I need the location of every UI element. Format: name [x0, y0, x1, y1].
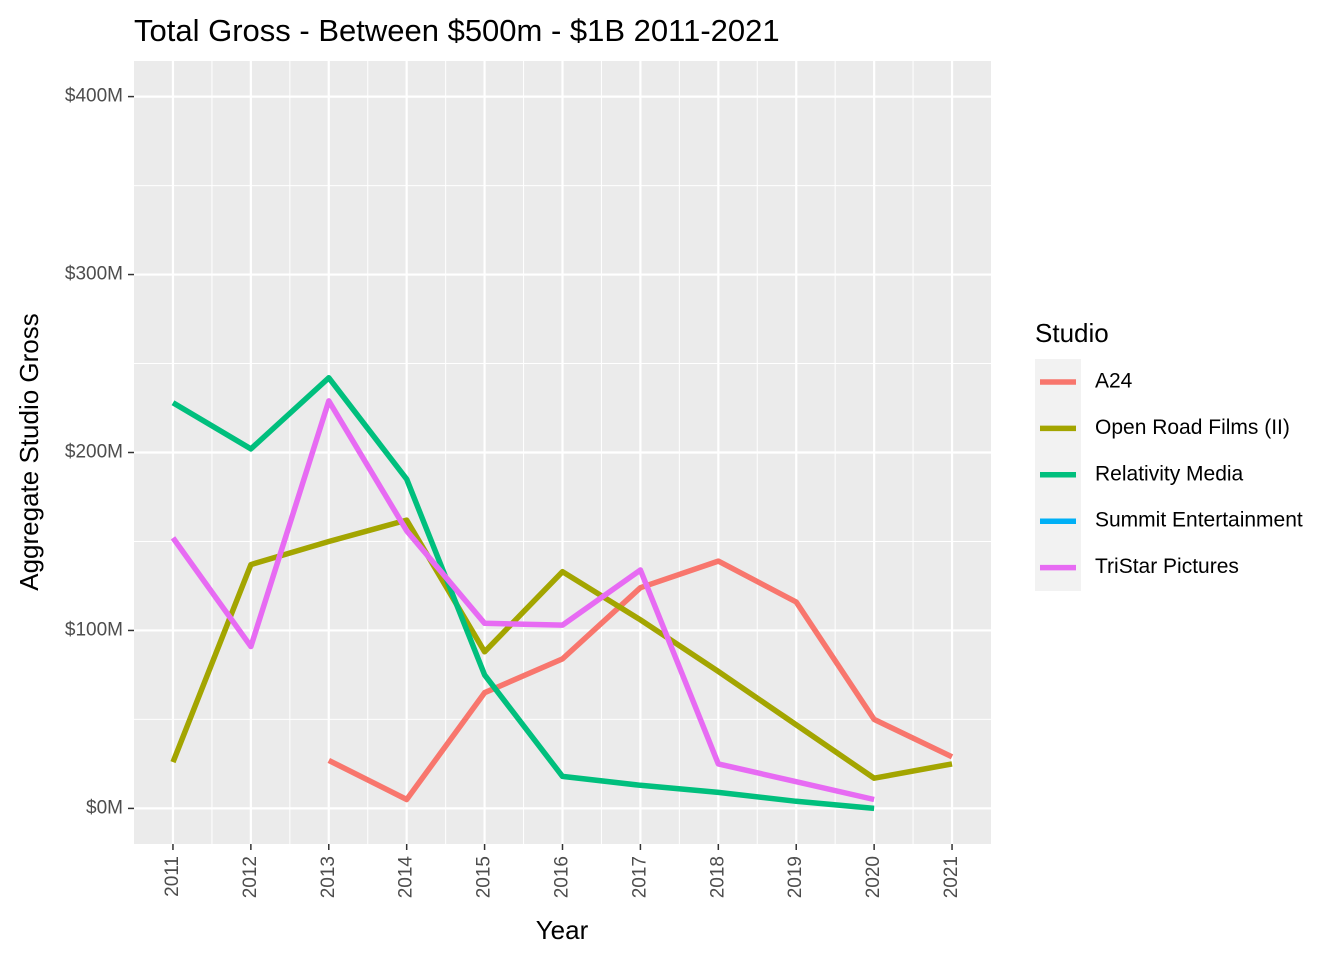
y-tick-label: $300M [65, 264, 123, 285]
y-tick-label: $400M [65, 86, 123, 107]
chart-title: Total Gross - Between $500m - $1B 2011-2… [134, 13, 780, 48]
legend-items: A24 Open Road Films (II) Relativity Media S… [1040, 370, 1303, 578]
y-axis-title: Aggregate Studio Gross [14, 313, 44, 591]
x-axis: 2011 2012 2013 2014 2015 2016 2017 2018 2019 2020… [162, 844, 962, 898]
x-tick-label: 2015 [474, 856, 495, 898]
y-tick-label: $0M [86, 797, 123, 818]
x-tick-label: 2017 [629, 856, 650, 898]
legend-title: Studio [1035, 318, 1109, 348]
x-tick-label: 2014 [396, 856, 417, 899]
series-line-a24 [327, 558, 954, 803]
x-tick-label: 2016 [552, 856, 573, 898]
x-axis-title: Year [536, 915, 589, 945]
legend-label-a24: A24 [1095, 370, 1133, 393]
series-line-relativity-media [171, 375, 875, 812]
y-tick-label: $200M [65, 442, 123, 463]
y-axis: $0M $100M $200M $300M $400M [65, 86, 134, 818]
legend-label-tristar-pictures: TriStar Pictures [1095, 555, 1239, 578]
x-tick-label: 2012 [240, 856, 261, 898]
legend-label-summit-entertainment: Summit Entertainment [1095, 509, 1303, 532]
x-tick-label: 2011 [162, 856, 183, 897]
x-tick-label: 2020 [863, 856, 884, 898]
series-line-open-road-films-ii [170, 517, 953, 781]
x-tick-label: 2019 [785, 856, 806, 898]
series-line-tristar-pictures [170, 398, 875, 803]
x-tick-label: 2018 [707, 856, 728, 898]
x-tick-label: 2021 [941, 856, 962, 898]
x-tick-label: 2013 [318, 856, 339, 898]
y-tick-label: $100M [65, 619, 123, 640]
legend-label-open-road-films-ii: Open Road Films (II) [1095, 416, 1290, 439]
legend-label-relativity-media: Relativity Media [1095, 462, 1244, 485]
legend: Studio A24 Open Road Films (II) Relativity… [1035, 318, 1303, 591]
series-lines [170, 375, 954, 812]
